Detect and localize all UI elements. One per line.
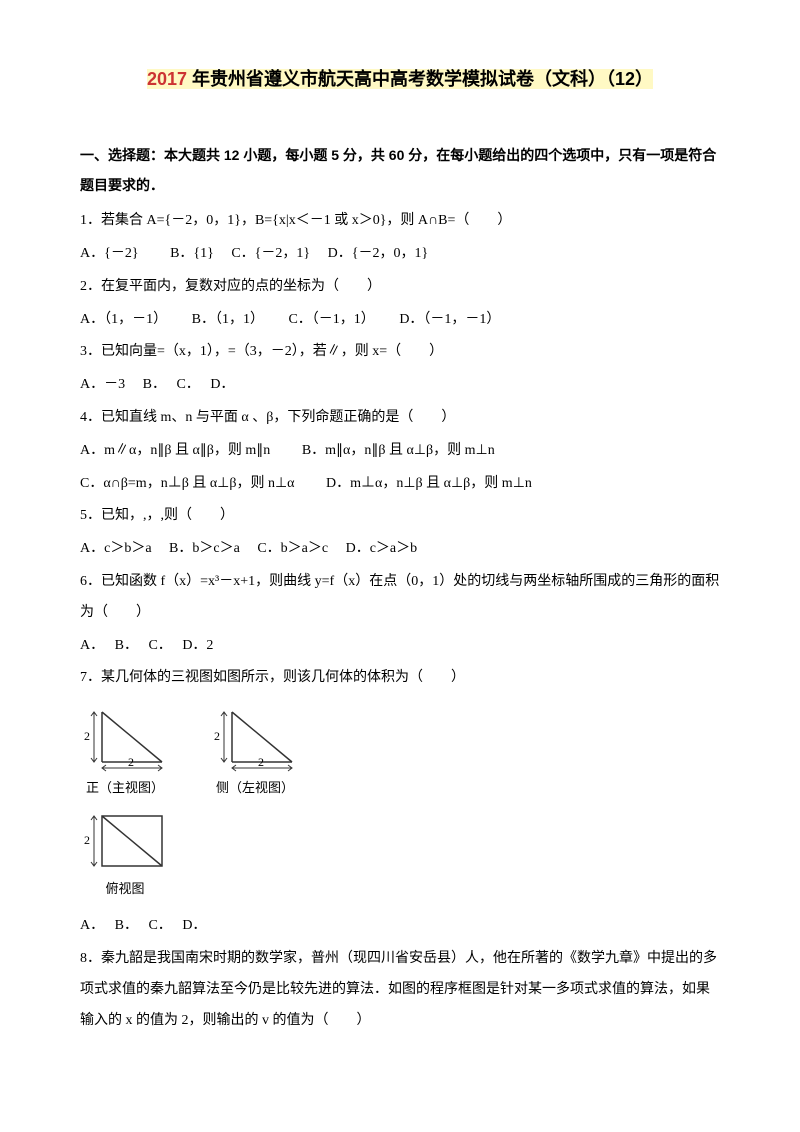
q7-opt-a: A．: [80, 918, 97, 933]
svg-text:2: 2: [84, 833, 90, 847]
question-1-options: A．{－2} B．{1} C．{－2，1} D．{－2，0，1}: [80, 239, 720, 270]
question-1: 1．若集合 A={－2，0，1}，B={x|x＜－1 或 x＞0}，则 A∩B=…: [80, 206, 720, 237]
section-1-header: 一、选择题：本大题共 12 小题，每小题 5 分，共 60 分，在每小题给出的四…: [80, 140, 720, 202]
q5-opt-a: A．c＞b＞a: [80, 541, 152, 556]
question-5: 5．已知，,，,则（ ）: [80, 501, 720, 532]
q6-opt-d: D．2: [182, 638, 213, 653]
q5-opt-d: D．c＞a＞b: [346, 541, 418, 556]
q6-opt-b: B．: [115, 638, 131, 653]
front-view-label: 正（主视图）: [86, 774, 164, 803]
q1-opt-c: C．{－2，1}: [231, 246, 310, 261]
q2-opt-d: D．（－1，－1）: [399, 312, 500, 327]
question-7: 7．某几何体的三视图如图所示，则该几何体的体积为（ ）: [80, 663, 720, 694]
q1-opt-b: B．{1}: [170, 246, 214, 261]
q2-opt-c: C．（－1，1）: [288, 312, 367, 327]
side-view: 2 2 侧（左视图）: [210, 702, 300, 803]
q6-opt-c: C．: [148, 638, 164, 653]
q7-opt-c: C．: [148, 918, 164, 933]
svg-text:2: 2: [84, 729, 90, 743]
q6-opt-a: A．: [80, 638, 97, 653]
question-3: 3．已知向量=（x，1），=（3，－2），若∥，则 x=（ ）: [80, 337, 720, 368]
question-6: 6．已知函数 f（x）=x³－x+1，则曲线 y=f（x）在点（0，1）处的切线…: [80, 567, 720, 629]
title-year: 2017: [147, 69, 187, 89]
q2-opt-b: B．（1，1）: [192, 312, 257, 327]
question-4-options-2: C．α∩β=m，n⊥β 且 α⊥β，则 n⊥α D．m⊥α，n⊥β 且 α⊥β，…: [80, 469, 720, 500]
question-6-options: A． B． C． D．2: [80, 631, 720, 662]
question-8: 8．秦九韶是我国南宋时期的数学家，普州（现四川省安岳县）人，他在所著的《数学九章…: [80, 944, 720, 1036]
svg-text:2: 2: [214, 729, 220, 743]
top-view: 2 俯视图: [80, 808, 170, 904]
side-view-label: 侧（左视图）: [216, 774, 294, 803]
q4-opt-d: D．m⊥α，n⊥β 且 α⊥β，则 m⊥n: [326, 476, 532, 491]
top-view-svg: 2: [80, 808, 170, 873]
question-5-options: A．c＞b＞a B．b＞c＞a C．b＞a＞c D．c＞a＞b: [80, 534, 720, 565]
q2-opt-a: A．（1，－1）: [80, 312, 160, 327]
q4-opt-c: C．α∩β=m，n⊥β 且 α⊥β，则 n⊥α: [80, 476, 295, 491]
q7-opt-b: B．: [115, 918, 131, 933]
question-7-options: A． B． C． D．: [80, 911, 720, 942]
q3-opt-b: B．: [143, 377, 159, 392]
question-4-options: A．m∥α，n∥β 且 α∥β，则 m∥n B．m∥α，n∥β 且 α⊥β，则 …: [80, 436, 720, 467]
q7-opt-d: D．: [182, 918, 206, 933]
title-rest: 年贵州省遵义市航天高中高考数学模拟试卷（文科）（12）: [187, 69, 653, 89]
front-view-svg: 2 2: [80, 702, 170, 772]
q5-opt-c: C．b＞a＞c: [257, 541, 328, 556]
top-view-label: 俯视图: [105, 875, 144, 904]
q3-opt-c: C．: [176, 377, 192, 392]
q1-opt-a: A．{－2}: [80, 246, 139, 261]
question-4: 4．已知直线 m、n 与平面 α 、β，下列命题正确的是（ ）: [80, 403, 720, 434]
question-3-options: A．－3 B． C． D．: [80, 370, 720, 401]
q1-opt-d: D．{－2，0，1}: [328, 246, 429, 261]
three-view-diagram: 2 2 正（主视图） 2 2 侧（左视图）: [80, 702, 720, 903]
side-view-svg: 2 2: [210, 702, 300, 772]
q5-opt-b: B．b＞c＞a: [169, 541, 240, 556]
q3-opt-d: D．: [210, 377, 234, 392]
svg-text:2: 2: [258, 755, 264, 769]
page-title: 2017 年贵州省遵义市航天高中高考数学模拟试卷（文科）（12）: [80, 60, 720, 100]
front-view: 2 2 正（主视图）: [80, 702, 170, 803]
question-2: 2．在复平面内，复数对应的点的坐标为（ ）: [80, 272, 720, 303]
q4-opt-b: B．m∥α，n∥β 且 α⊥β，则 m⊥n: [302, 443, 495, 458]
svg-text:2: 2: [128, 755, 134, 769]
question-2-options: A．（1，－1） B．（1，1） C．（－1，1） D．（－1，－1）: [80, 305, 720, 336]
q3-opt-a: A．－3: [80, 377, 125, 392]
q4-opt-a: A．m∥α，n∥β 且 α∥β，则 m∥n: [80, 443, 270, 458]
